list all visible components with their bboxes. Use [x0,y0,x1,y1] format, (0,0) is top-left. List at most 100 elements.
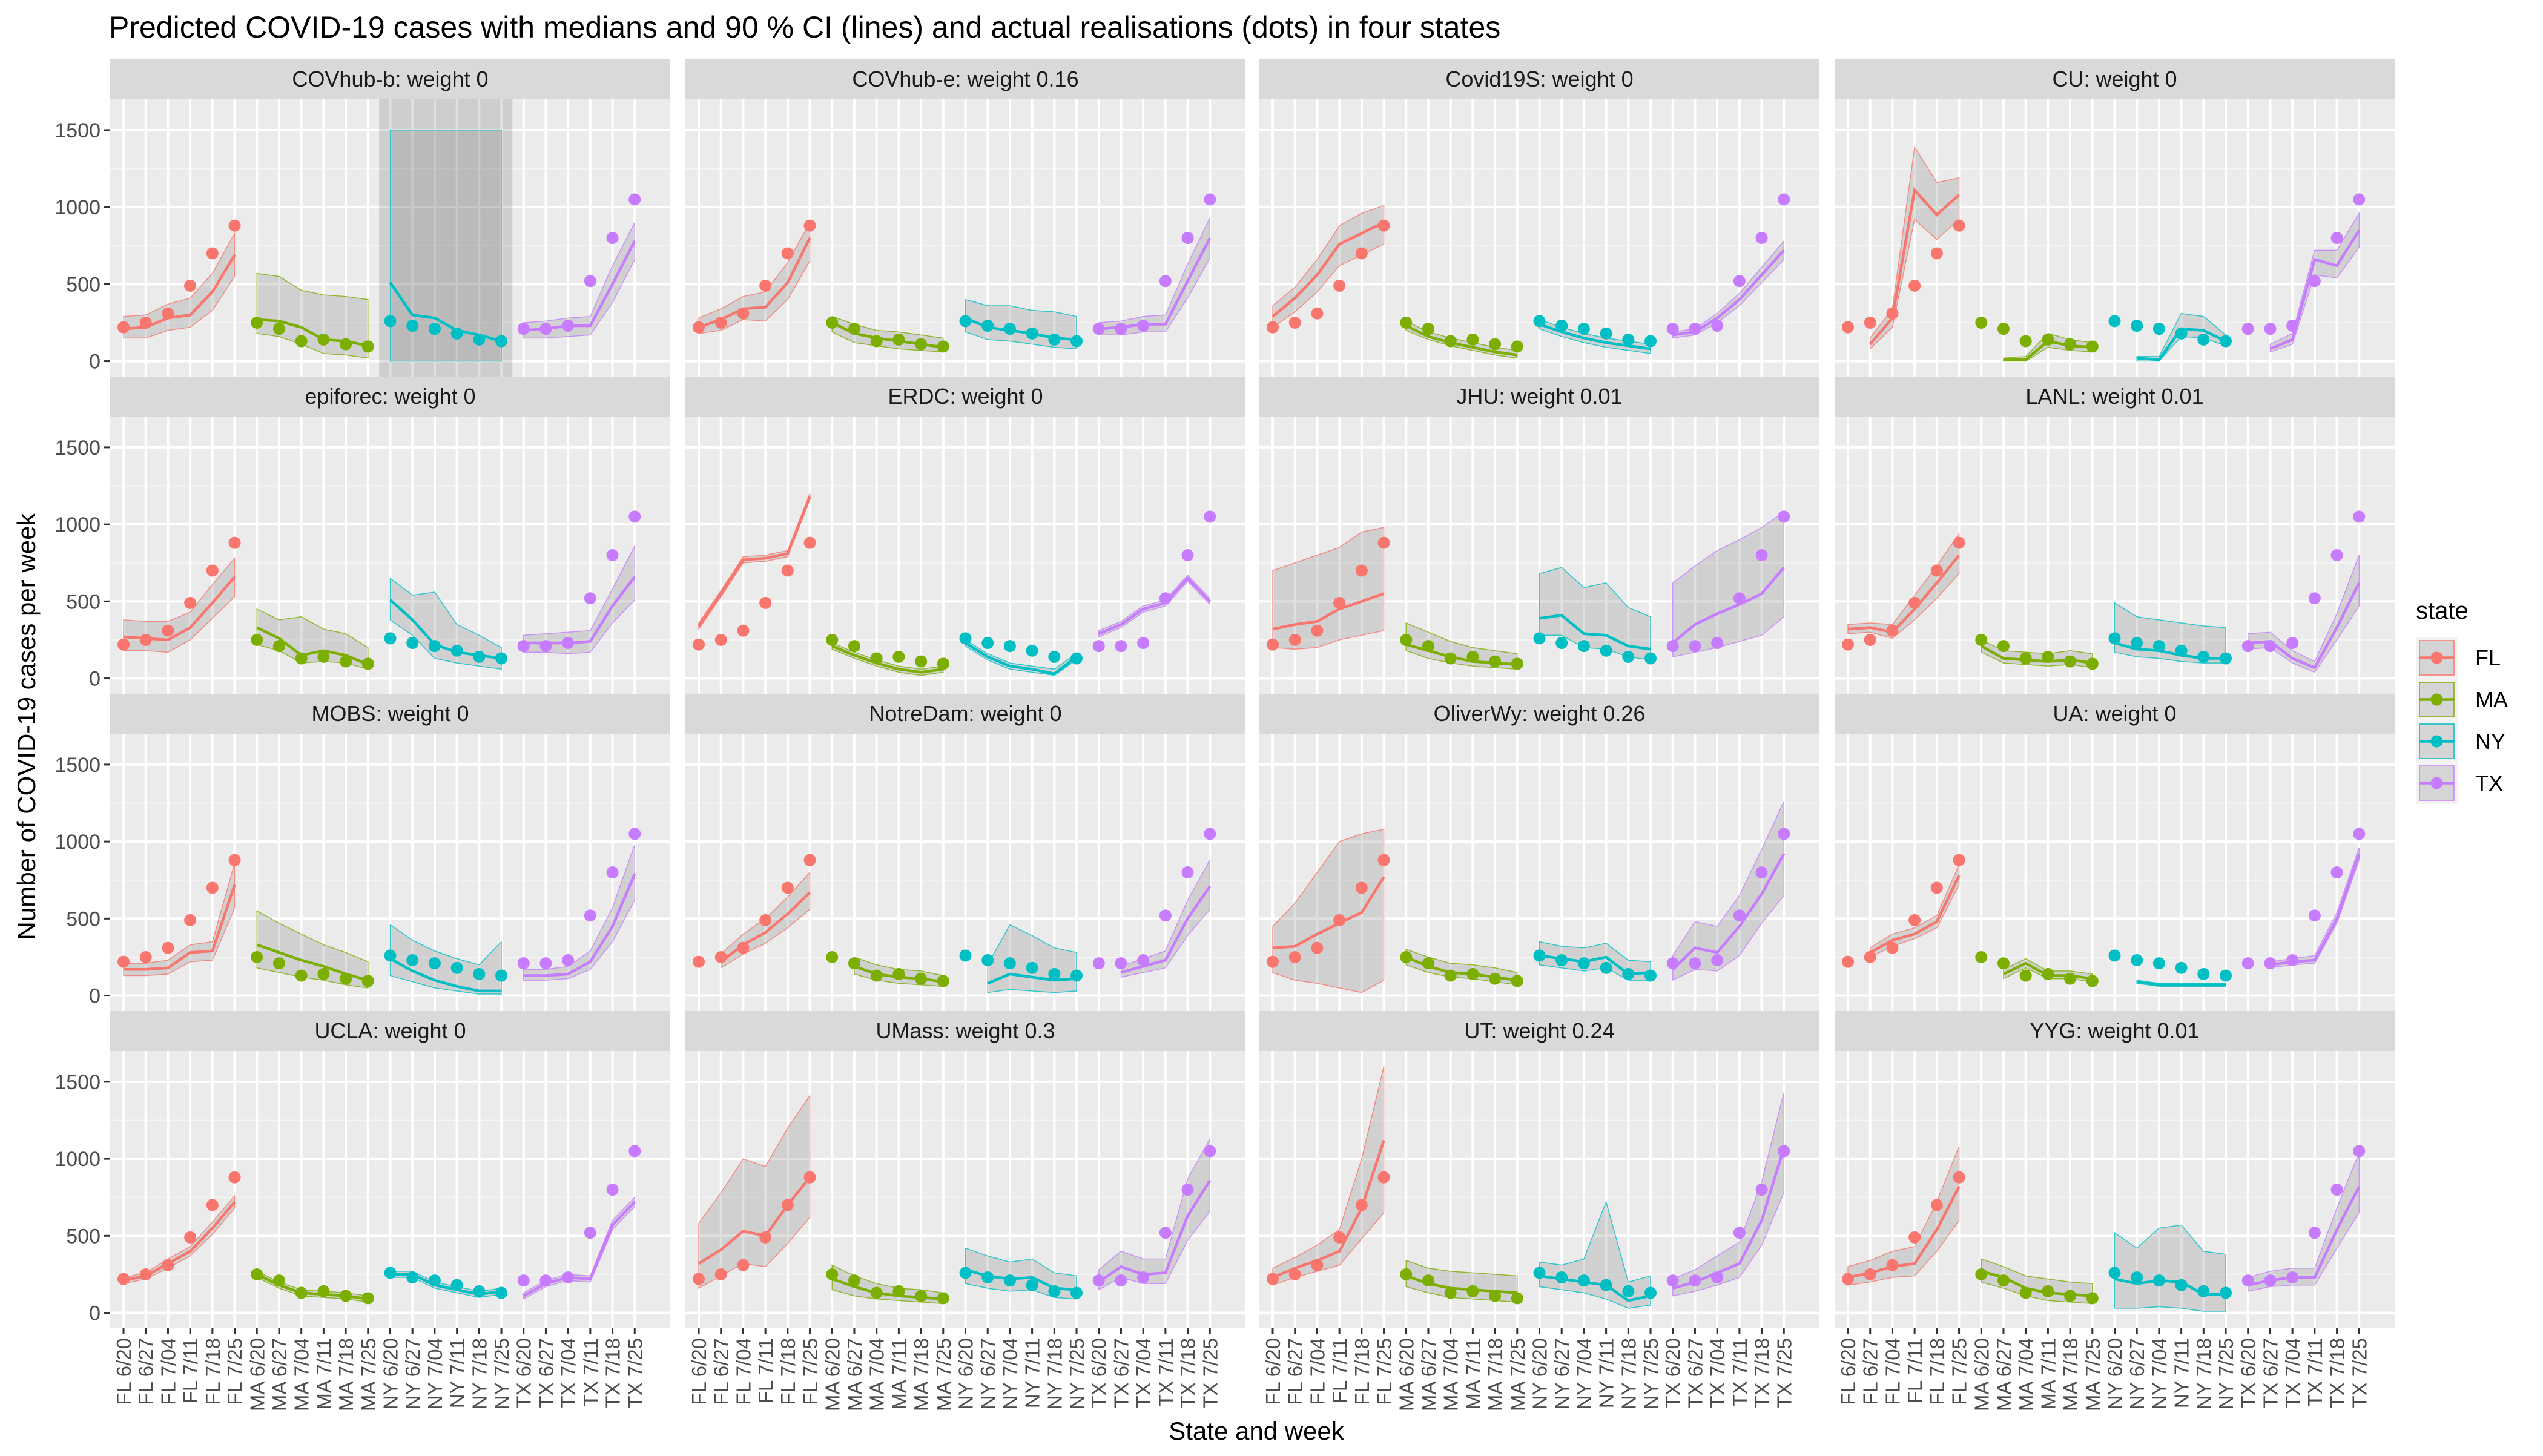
x-tick-state: TX [624,1382,646,1408]
x-tick-state: FL [1351,1382,1373,1405]
x-tick-week: 7/25 [2082,1338,2104,1377]
actual-point-ny [384,632,397,645]
actual-point-tx [1159,275,1172,288]
actual-point-ny [981,320,994,332]
actual-point-fl [206,881,219,894]
x-tick-label: MA 7/25 [357,1338,380,1411]
actual-point-fl [1953,1171,1965,1184]
actual-point-ma [295,652,308,665]
actual-point-tx [1092,1274,1105,1287]
facet-strip-label: UT: weight 0.24 [1464,1018,1614,1043]
actual-point-ny [384,1267,397,1279]
actual-point-ny [1577,640,1590,653]
facet-strip [685,59,1245,99]
actual-point-ma [1422,957,1434,970]
x-tick-state: NY [468,1382,490,1410]
x-tick-week: 6/20 [513,1338,535,1377]
actual-point-ma [2019,335,2032,348]
actual-point-ma [1444,335,1457,348]
x-tick-week: 7/04 [1132,1338,1155,1377]
actual-point-ma [1422,640,1434,653]
x-tick-week: 7/04 [424,1338,446,1377]
y-tick-label: 1500 [54,436,101,460]
actual-point-ny [406,1271,419,1284]
x-tick-week: 6/20 [2104,1338,2126,1377]
x-tick-label: NY 7/11 [446,1338,469,1408]
actual-point-tx [2264,1274,2277,1287]
actual-point-ma [848,640,860,653]
actual-point-ma [1444,1286,1457,1299]
actual-point-tx [628,193,641,206]
actual-point-ma [1400,1268,1413,1280]
x-tick-state: NY [1551,1382,1573,1410]
x-tick-label: NY 7/04 [2148,1338,2171,1410]
actual-point-ma [1511,340,1523,353]
actual-point-fl [693,1273,705,1285]
actual-point-ma [317,333,330,346]
x-tick-label: FL 6/27 [710,1338,733,1405]
facet-strip [110,59,670,99]
ci-band-tx [523,844,636,981]
facet-strip-label: UCLA: weight 0 [314,1018,466,1043]
x-tick-week: 6/20 [1970,1338,1993,1377]
x-tick-label: NY 7/25 [1066,1338,1088,1410]
actual-point-tx [2286,1271,2299,1284]
x-tick-state: NY [1043,1382,1066,1410]
actual-point-ny [1644,652,1657,665]
actual-point-tx [1689,640,1701,653]
median-line-ny [965,642,1078,676]
x-tick-state: TX [602,1382,624,1408]
x-tick-week: 7/04 [2148,1338,2171,1377]
actual-point-ny [1600,961,1612,974]
actual-point-fl [162,941,174,954]
actual-point-fl [737,624,750,637]
x-tick-label: NY 7/11 [1021,1338,1044,1408]
x-tick-week: 6/20 [821,1338,843,1377]
actual-point-ma [2042,333,2054,346]
actual-point-ma [937,340,949,353]
actual-point-fl [228,219,241,232]
ci-band-ma [256,910,369,989]
x-tick-week: 6/27 [401,1338,424,1377]
facet-panel: ERDC: weight 0 [685,377,1245,694]
actual-point-fl [759,914,772,926]
actual-point-ny [473,333,486,346]
actual-point-tx [2286,954,2299,967]
x-tick-week: 7/18 [602,1338,624,1377]
actual-point-ny [1600,327,1612,340]
x-tick-state: NY [999,1382,1021,1410]
x-tick-week: 7/25 [2348,1338,2370,1377]
actual-point-tx [1711,320,1724,332]
x-tick-state: FL [157,1382,179,1405]
facet-panel: COVhub-e: weight 0.16 [685,59,1245,377]
x-tick-label: NY 6/27 [401,1338,424,1410]
x-tick-state: MA [2059,1382,2082,1411]
x-tick-label: MA 7/25 [2082,1338,2104,1411]
actual-point-ny [1070,335,1083,348]
x-tick-label: NY 7/18 [468,1338,490,1410]
actual-point-ny [1622,1285,1635,1297]
chart-title: Predicted COVID-19 cases with medians an… [109,10,1500,44]
actual-point-ma [1489,338,1502,351]
x-tick-state: FL [1904,1380,1926,1403]
actual-point-ny [1026,644,1038,657]
x-tick-state: FL [710,1382,733,1405]
actual-point-tx [517,957,530,970]
x-tick-label: TX 6/27 [535,1338,557,1408]
actual-point-fl [1886,624,1899,637]
actual-point-fl [1842,1273,1855,1285]
actual-point-tx [1755,232,1768,244]
actual-point-ma [1997,323,2010,335]
actual-point-fl [139,950,152,963]
facet-panel: JHU: weight 0.01 [1259,377,1819,694]
actual-point-fl [117,955,130,968]
median-line-tx [2270,853,2361,966]
x-tick-week: 6/27 [710,1338,733,1377]
x-tick-week: 7/04 [157,1338,179,1377]
actual-point-fl [184,1231,197,1244]
x-tick-state: TX [2304,1381,2326,1406]
actual-point-fl [714,316,727,329]
